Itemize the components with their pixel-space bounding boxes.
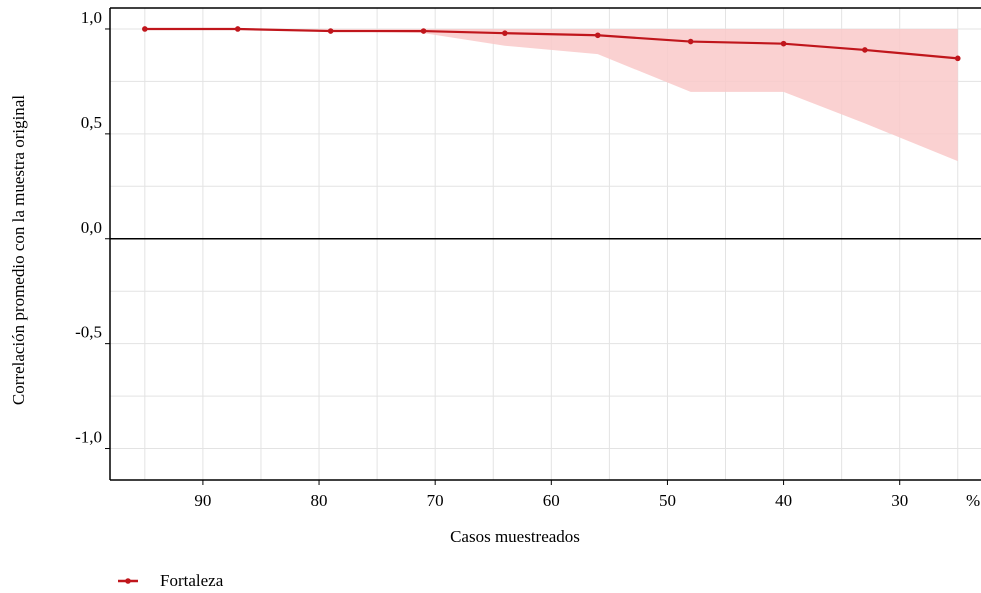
data-point [780, 40, 787, 47]
series-line-layer [144, 27, 958, 60]
data-point [954, 55, 961, 62]
data-point [862, 47, 868, 53]
x-tick-label: 50 [659, 491, 676, 510]
data-point [327, 28, 334, 34]
y-tick-label: 0,0 [81, 218, 102, 237]
tick-labels: 1,0 0,5 0,0 -0,5 -1,0 90 80 70 60 50 40 30 [75, 8, 908, 510]
data-point [594, 32, 601, 39]
axes [105, 7, 981, 485]
x-axis-title: Casos muestreados [450, 527, 580, 546]
y-tick-label: -0,5 [75, 323, 102, 342]
data-point [502, 30, 508, 36]
x-tick-label: 70 [427, 491, 444, 510]
x-tick-label: 90 [194, 491, 211, 510]
legend: Fortaleza [118, 571, 224, 590]
series-line [144, 27, 958, 60]
x-axis-unit: % [966, 491, 980, 510]
y-axis-title: Correlación promedio con la muestra orig… [9, 95, 28, 405]
confidence-band-layer [144, 28, 958, 162]
legend-label-fortaleza: Fortaleza [160, 571, 224, 590]
y-tick-label: -1,0 [75, 428, 102, 447]
data-point [687, 38, 694, 45]
x-tick-label: 30 [891, 491, 908, 510]
x-tick-label: 80 [311, 491, 328, 510]
x-tick-label: 40 [775, 491, 792, 510]
data-point [234, 26, 241, 32]
x-tick-label: 60 [543, 491, 560, 510]
confidence-band [144, 28, 958, 162]
legend-swatch-marker [125, 578, 131, 584]
y-tick-label: 0,5 [81, 113, 102, 132]
data-point [142, 26, 148, 32]
series-points-layer [142, 26, 961, 62]
y-tick-label: 1,0 [81, 8, 102, 27]
data-point [420, 28, 427, 34]
